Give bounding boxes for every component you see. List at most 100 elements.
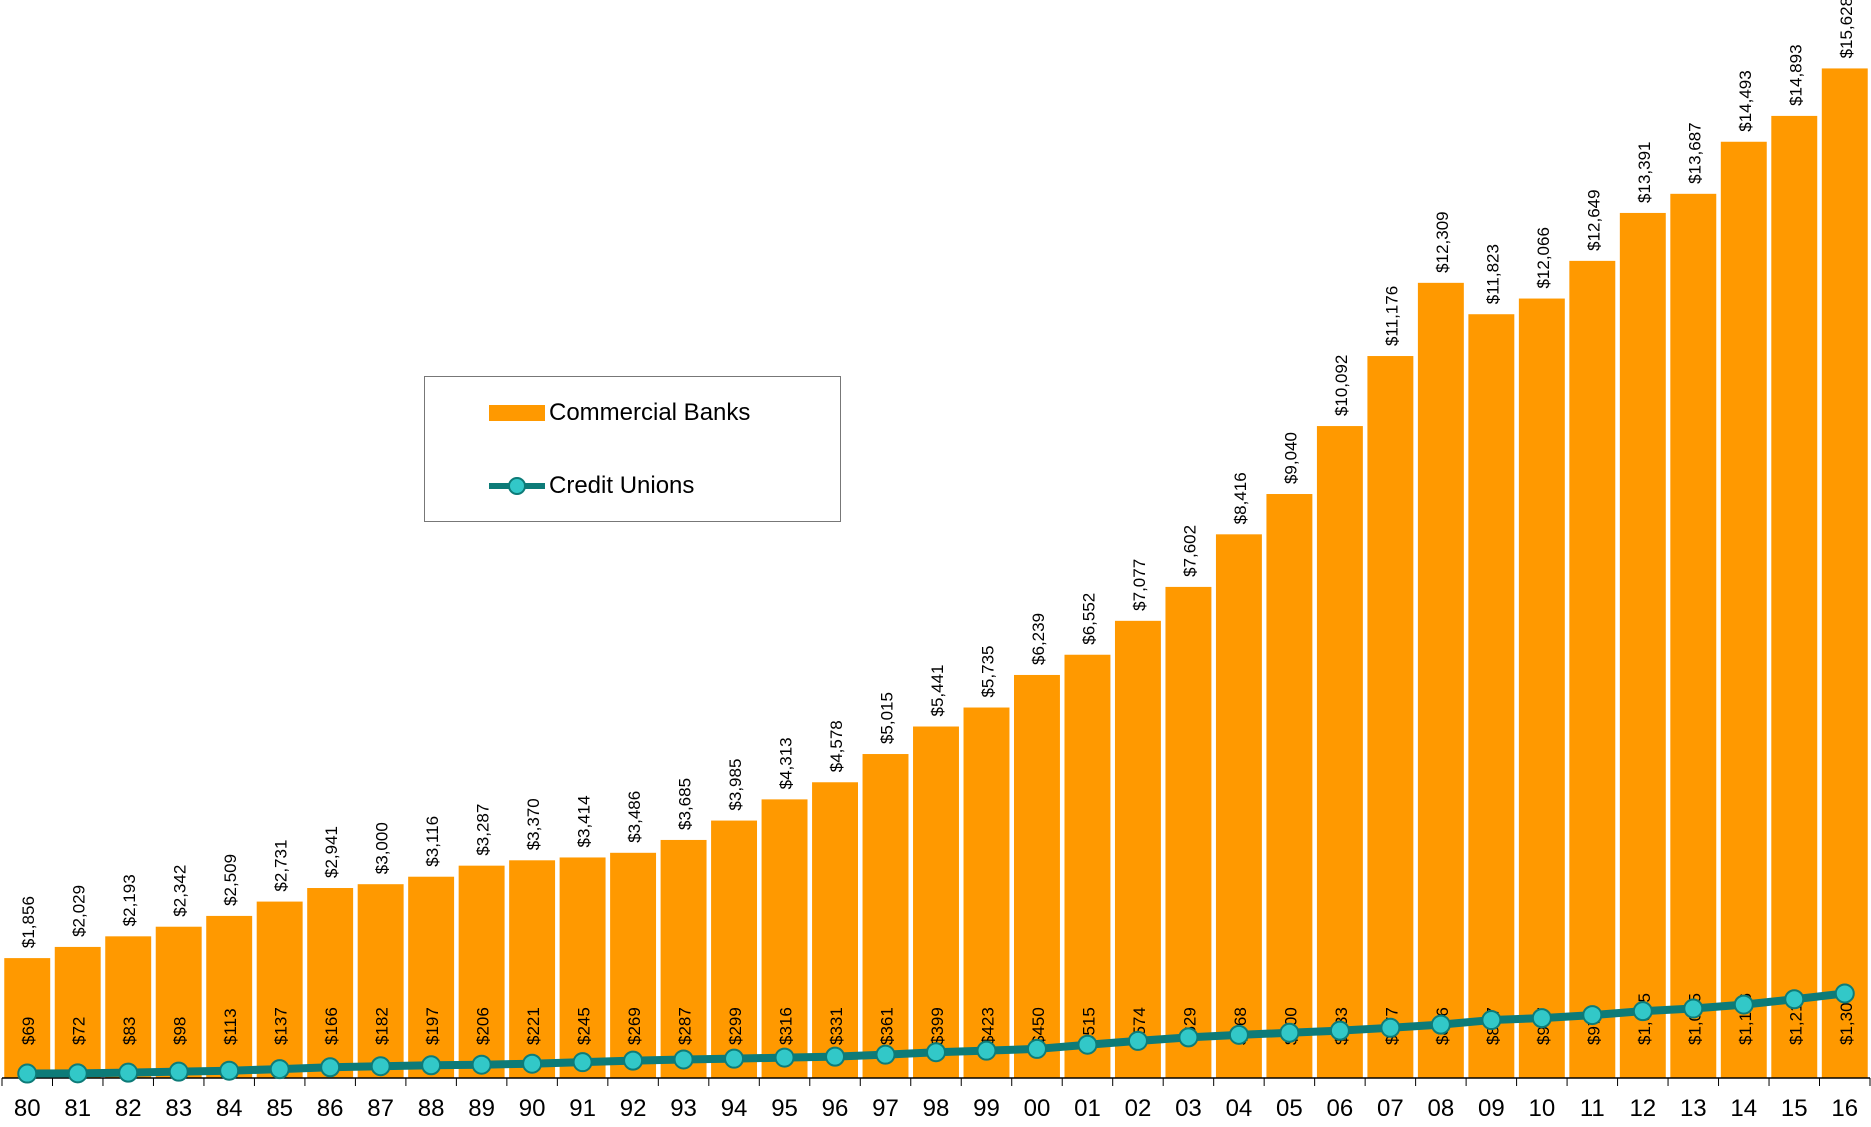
credit-union-value-label: $287 <box>676 1007 695 1045</box>
bank-bar <box>862 754 909 1078</box>
bank-bar <box>1670 193 1717 1078</box>
bank-value-label: $12,309 <box>1433 211 1452 272</box>
bank-value-label: $3,287 <box>474 804 493 856</box>
bank-value-label: $2,342 <box>171 865 190 917</box>
bank-bars <box>4 68 1868 1079</box>
x-axis-ticks <box>1 1078 1871 1086</box>
bank-bar <box>610 852 657 1078</box>
bank-value-label: $7,602 <box>1180 525 1199 577</box>
bank-bar <box>206 915 253 1078</box>
bank-bar <box>1468 314 1515 1079</box>
x-tick-label: 93 <box>670 1095 697 1122</box>
bank-bar <box>307 888 354 1078</box>
orange-bar-swatch-icon <box>489 405 545 421</box>
credit-union-value-label: $182 <box>373 1007 392 1045</box>
legend-item-credit-unions: Credit Unions <box>489 472 694 500</box>
credit-union-value-label: $221 <box>524 1007 543 1045</box>
x-tick-label: 11 <box>1580 1095 1605 1122</box>
bank-bar <box>1771 115 1818 1078</box>
bank-value-label: $2,029 <box>70 885 89 937</box>
bank-value-label: $13,687 <box>1685 122 1704 183</box>
bank-bar <box>812 782 858 1078</box>
teal-line-marker-icon <box>489 477 545 495</box>
credit-union-value-label: $316 <box>777 1007 796 1045</box>
bank-value-label: $13,391 <box>1635 141 1654 202</box>
bank-bar <box>509 860 556 1078</box>
bank-value-label: $14,493 <box>1736 70 1755 131</box>
legend-item-commercial-banks: Commercial Banks <box>489 399 750 427</box>
bank-value-label: $8,416 <box>1231 472 1250 524</box>
bank-bar <box>711 820 758 1078</box>
bank-value-label: $3,414 <box>575 795 594 847</box>
x-tick-label: 96 <box>822 1095 849 1122</box>
bank-value-label: $5,441 <box>928 665 947 717</box>
bank-value-label: $3,370 <box>524 798 543 850</box>
bank-bar <box>54 946 101 1078</box>
x-tick-label: 14 <box>1730 1095 1757 1122</box>
bank-value-label: $12,066 <box>1534 227 1553 288</box>
bank-value-label: $3,116 <box>423 816 442 867</box>
credit-union-point <box>219 1060 240 1081</box>
bank-bar <box>1821 68 1868 1079</box>
x-tick-label: 02 <box>1125 1095 1152 1122</box>
credit-union-point <box>976 1040 997 1061</box>
credit-union-labels: $69 $72 $83 $98 $113 $137 $166 $182 $197 $206 $221… <box>19 993 1856 1045</box>
bank-bar <box>408 876 455 1078</box>
bank-bar <box>559 857 606 1078</box>
credit-union-point <box>1178 1027 1199 1048</box>
credit-union-point <box>118 1062 139 1083</box>
bank-bar <box>357 884 404 1078</box>
credit-union-point <box>875 1044 896 1065</box>
bank-bar <box>1014 674 1060 1078</box>
credit-union-point <box>1380 1017 1401 1038</box>
credit-union-value-label: $206 <box>474 1007 493 1045</box>
credit-union-value-label: $98 <box>171 1017 190 1045</box>
credit-union-point <box>67 1063 88 1084</box>
bank-bar <box>4 958 51 1078</box>
bank-value-label: $9,040 <box>1281 432 1300 484</box>
credit-union-value-label: $331 <box>827 1007 846 1045</box>
credit-union-value-label: $361 <box>878 1007 897 1045</box>
x-tick-label: 94 <box>721 1095 748 1122</box>
bank-value-label: $11,176 <box>1382 286 1401 346</box>
bank-bar <box>1165 586 1212 1078</box>
credit-union-value-label: $1,309 <box>1837 993 1856 1045</box>
x-tick-label: 12 <box>1629 1095 1656 1122</box>
bank-value-label: $3,486 <box>625 791 644 843</box>
credit-union-point <box>1127 1030 1148 1051</box>
credit-union-value-label: $450 <box>1029 1007 1048 1045</box>
credit-union-point <box>1077 1034 1098 1055</box>
bank-value-label: $1,856 <box>19 896 38 948</box>
bank-value-label: $10,092 <box>1332 355 1351 416</box>
credit-union-point <box>926 1042 946 1063</box>
bank-value-label: $2,941 <box>322 826 341 878</box>
x-tick-label: 10 <box>1528 1095 1555 1122</box>
credit-union-value-label: $299 <box>726 1007 745 1045</box>
bank-value-label: $3,000 <box>373 822 392 874</box>
credit-union-value-label: $72 <box>70 1017 89 1045</box>
bank-value-label: $14,893 <box>1786 44 1805 105</box>
x-tick-label: 00 <box>1024 1095 1051 1122</box>
credit-union-point <box>1582 1005 1603 1026</box>
bank-value-label: $2,193 <box>120 874 139 926</box>
credit-union-point <box>774 1047 795 1068</box>
bank-value-label: $3,985 <box>726 759 745 811</box>
credit-union-point <box>572 1052 593 1073</box>
x-tick-label: 91 <box>569 1095 596 1122</box>
bank-value-label: $6,239 <box>1029 613 1048 665</box>
x-tick-label: 84 <box>216 1095 243 1122</box>
bank-bar <box>761 799 808 1078</box>
credit-union-point <box>825 1046 846 1067</box>
credit-union-point <box>1279 1022 1300 1043</box>
bank-value-label: $11,823 <box>1483 244 1502 304</box>
x-tick-label: 95 <box>771 1095 798 1122</box>
credit-union-value-label: $137 <box>272 1007 291 1045</box>
x-tick-label: 82 <box>115 1095 142 1122</box>
x-tick-label: 07 <box>1377 1095 1404 1122</box>
credit-union-value-label: $269 <box>625 1007 644 1045</box>
credit-union-point <box>471 1054 492 1075</box>
legend-label-commercial-banks: Commercial Banks <box>549 399 751 426</box>
x-tick-label: 08 <box>1428 1095 1455 1122</box>
bank-value-label: $12,649 <box>1584 189 1603 250</box>
